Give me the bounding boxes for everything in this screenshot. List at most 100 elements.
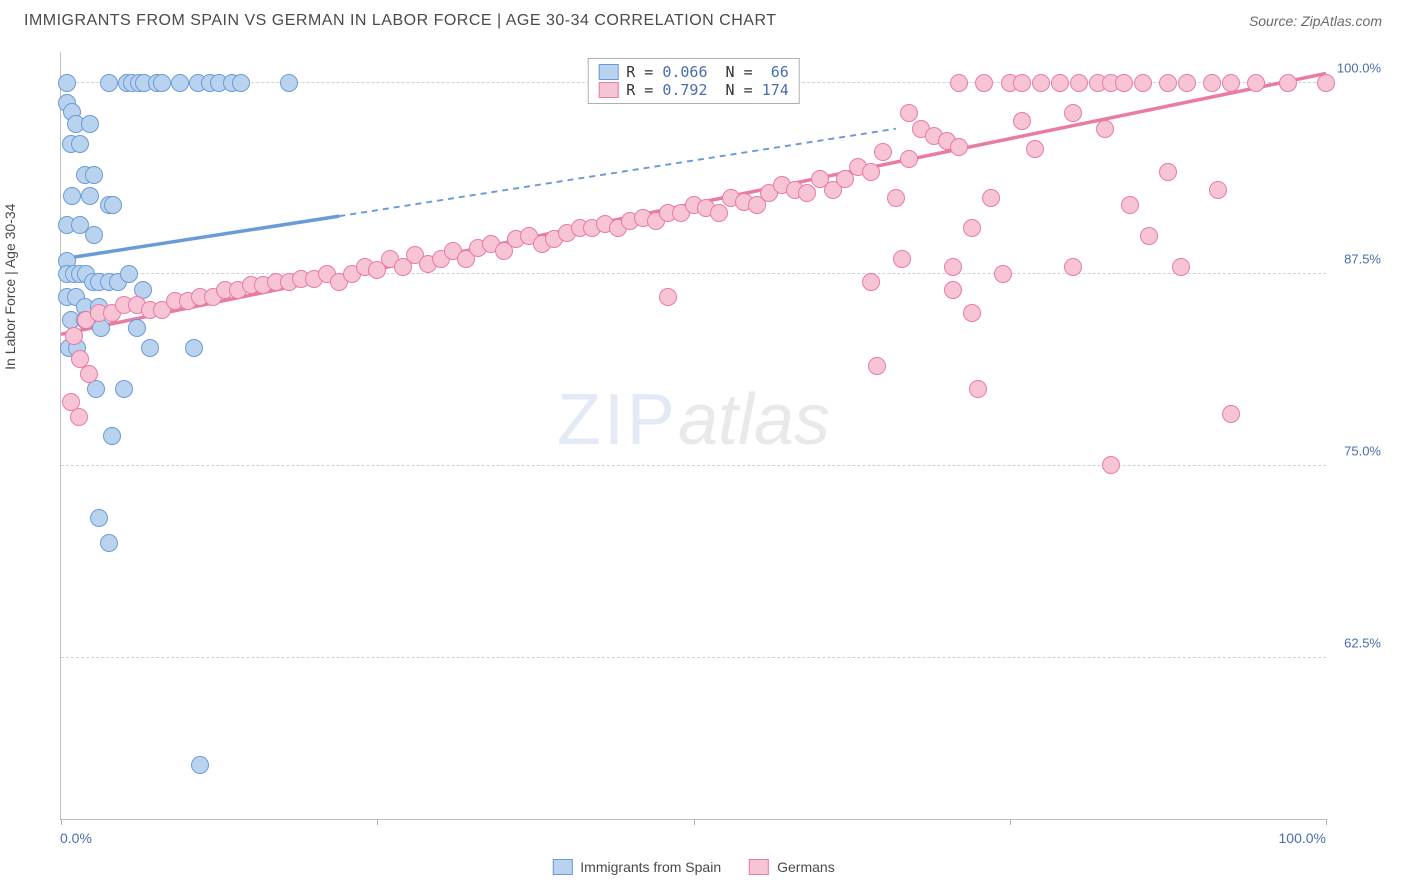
scatter-point <box>1064 258 1082 276</box>
scatter-point <box>80 365 98 383</box>
r-value-spain: 0.066 <box>662 63 707 81</box>
scatter-point <box>1159 163 1177 181</box>
legend-item-spain: Immigrants from Spain <box>552 859 721 875</box>
scatter-point <box>65 327 83 345</box>
scatter-point <box>1209 181 1227 199</box>
legend-row-germans: R = 0.792 N = 174 <box>598 81 789 99</box>
chart-title: IMMIGRANTS FROM SPAIN VS GERMAN IN LABOR… <box>24 12 777 30</box>
scatter-point <box>1172 258 1190 276</box>
scatter-point <box>85 166 103 184</box>
scatter-point <box>1222 405 1240 423</box>
scatter-point <box>950 74 968 92</box>
legend-label-spain: Immigrants from Spain <box>580 859 721 875</box>
scatter-point <box>868 357 886 375</box>
swatch-germans-icon <box>598 82 618 98</box>
scatter-point <box>100 534 118 552</box>
scatter-point <box>1134 74 1152 92</box>
chart-container: In Labor Force | Age 30-34 ZIPatlas R = … <box>20 44 1386 846</box>
scatter-point <box>104 196 122 214</box>
scatter-point <box>874 143 892 161</box>
scatter-point <box>120 265 138 283</box>
x-axis-max-label: 100.0% <box>1279 830 1326 846</box>
scatter-point <box>1032 74 1050 92</box>
scatter-point <box>887 189 905 207</box>
scatter-point <box>1070 74 1088 92</box>
n-value-spain: 66 <box>771 63 789 81</box>
source-label: Source: ZipAtlas.com <box>1249 13 1382 29</box>
scatter-point <box>1121 196 1139 214</box>
scatter-point <box>1115 74 1133 92</box>
scatter-point <box>710 204 728 222</box>
scatter-point <box>1203 74 1221 92</box>
scatter-point <box>1279 74 1297 92</box>
swatch-spain-icon <box>552 859 572 875</box>
scatter-point <box>115 380 133 398</box>
scatter-point <box>862 163 880 181</box>
scatter-point <box>90 509 108 527</box>
scatter-point <box>1247 74 1265 92</box>
y-tick-label: 87.5% <box>1344 252 1381 267</box>
scatter-point <box>900 104 918 122</box>
r-value-germans: 0.792 <box>662 81 707 99</box>
scatter-point <box>1102 456 1120 474</box>
scatter-point <box>963 304 981 322</box>
scatter-point <box>171 74 189 92</box>
y-tick-label: 75.0% <box>1344 444 1381 459</box>
x-tick <box>61 819 62 825</box>
x-tick <box>1010 819 1011 825</box>
scatter-point <box>103 427 121 445</box>
y-tick-label: 62.5% <box>1344 635 1381 650</box>
x-axis-min-label: 0.0% <box>60 830 92 846</box>
scatter-point <box>862 273 880 291</box>
scatter-point <box>963 219 981 237</box>
scatter-point <box>185 339 203 357</box>
scatter-point <box>81 187 99 205</box>
legend-row-spain: R = 0.066 N = 66 <box>598 63 789 81</box>
scatter-points-layer <box>61 52 1326 819</box>
x-tick <box>377 819 378 825</box>
swatch-germans-icon <box>749 859 769 875</box>
scatter-point <box>1222 74 1240 92</box>
scatter-point <box>1178 74 1196 92</box>
scatter-point <box>153 74 171 92</box>
scatter-point <box>1096 120 1114 138</box>
scatter-point <box>63 187 81 205</box>
scatter-point <box>659 288 677 306</box>
scatter-point <box>944 281 962 299</box>
scatter-point <box>1013 112 1031 130</box>
scatter-point <box>975 74 993 92</box>
plot-area: ZIPatlas R = 0.066 N = 66 R = 0.792 N = … <box>60 52 1326 820</box>
scatter-point <box>944 258 962 276</box>
scatter-point <box>70 408 88 426</box>
scatter-point <box>87 380 105 398</box>
scatter-point <box>1051 74 1069 92</box>
scatter-point <box>141 339 159 357</box>
scatter-point <box>1013 74 1031 92</box>
scatter-point <box>71 135 89 153</box>
scatter-point <box>798 184 816 202</box>
n-value-germans: 174 <box>762 81 789 99</box>
scatter-point <box>81 115 99 133</box>
scatter-point <box>85 226 103 244</box>
swatch-spain-icon <box>598 64 618 80</box>
scatter-point <box>1140 227 1158 245</box>
y-axis-label: In Labor Force | Age 30-34 <box>2 204 18 370</box>
scatter-point <box>893 250 911 268</box>
scatter-point <box>1317 74 1335 92</box>
scatter-point <box>982 189 1000 207</box>
legend-label-germans: Germans <box>777 859 835 875</box>
scatter-point <box>1159 74 1177 92</box>
scatter-point <box>994 265 1012 283</box>
y-tick-label: 100.0% <box>1337 60 1381 75</box>
x-tick <box>1326 819 1327 825</box>
scatter-point <box>950 138 968 156</box>
scatter-point <box>1026 140 1044 158</box>
scatter-point <box>1064 104 1082 122</box>
scatter-point <box>232 74 250 92</box>
scatter-point <box>191 756 209 774</box>
scatter-point <box>900 150 918 168</box>
legend-item-germans: Germans <box>749 859 835 875</box>
scatter-point <box>280 74 298 92</box>
scatter-point <box>128 319 146 337</box>
x-tick <box>694 819 695 825</box>
